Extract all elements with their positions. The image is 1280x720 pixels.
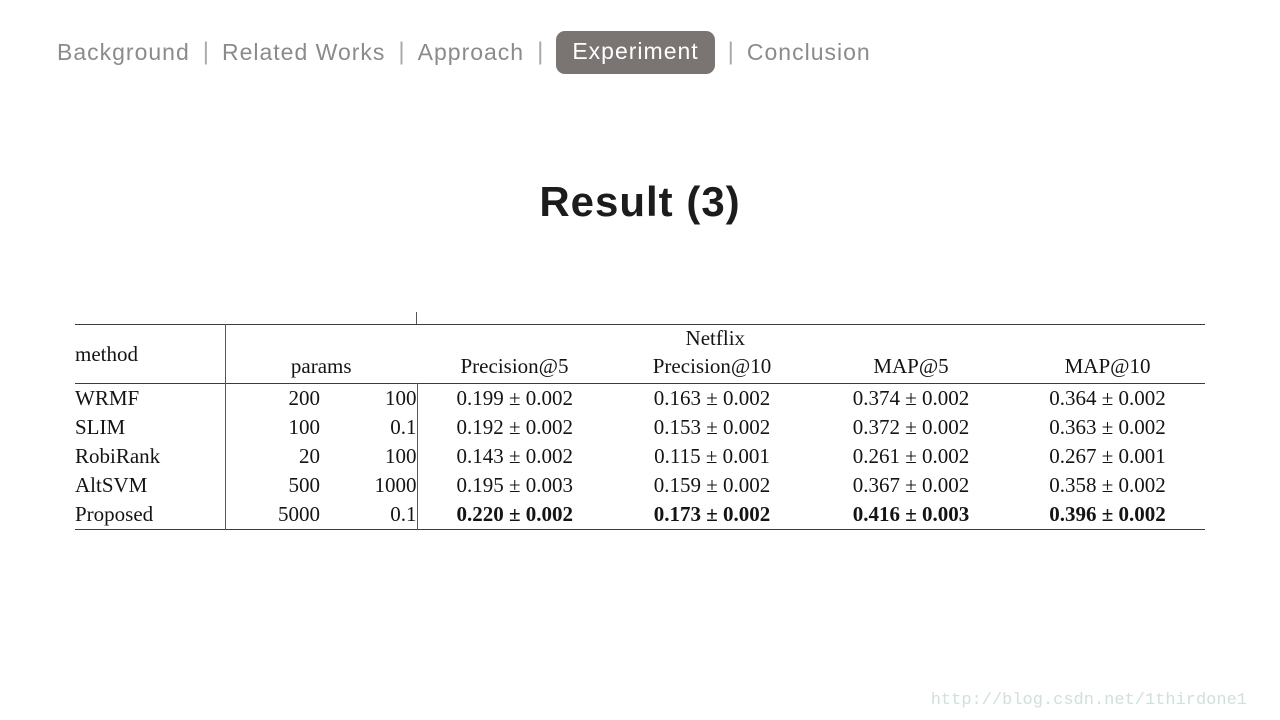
table-row-altsvm: AltSVM 500 1000 0.195 ± 0.003 0.159 ± 0.…: [75, 471, 1205, 500]
method-name: WRMF: [75, 383, 226, 413]
column-header-precision10: Precision@10: [652, 354, 772, 378]
metric-value: 0.173 ± 0.002: [653, 502, 771, 526]
dataset-header-netflix: Netflix: [685, 326, 746, 351]
nav-item-background[interactable]: Background: [57, 38, 190, 65]
nav-separator: |: [202, 37, 209, 66]
nav-item-experiment-active[interactable]: Experiment: [556, 30, 715, 74]
column-header-map5: MAP@5: [873, 354, 949, 378]
method-name: SLIM: [75, 413, 226, 442]
nav-separator: |: [398, 37, 405, 66]
nav-separator: |: [727, 37, 734, 66]
page-title: Result (3): [539, 178, 741, 225]
metric-value: 0.143 ± 0.002: [456, 444, 574, 468]
metric-value: 0.372 ± 0.002: [852, 415, 970, 439]
metric-value: 0.267 ± 0.001: [1049, 444, 1166, 468]
table-group-header-row: method Netflix: [75, 324, 1205, 384]
metric-value: 0.115 ± 0.001: [654, 444, 770, 468]
method-name: RobiRank: [75, 442, 226, 471]
metric-value: 0.192 ± 0.002: [456, 415, 574, 439]
param-value: 0.1: [320, 413, 418, 442]
results-table: method Netflix params Precision@5 Precis…: [75, 324, 1206, 530]
csdn-watermark-url: http://blog.csdn.net/1thirdone1: [930, 691, 1247, 710]
metric-value: 0.220 ± 0.002: [456, 502, 574, 526]
table-row-robirank: RobiRank 20 100 0.143 ± 0.002 0.115 ± 0.…: [75, 442, 1205, 471]
param-value: 20: [299, 444, 320, 468]
nav-item-related-works[interactable]: Related Works: [221, 38, 386, 65]
param-value: 1000: [320, 471, 418, 500]
table-column-header-row: params Precision@5 Precision@10 MAP@5 MA…: [75, 353, 1205, 384]
param-value: 100: [320, 442, 418, 471]
column-header-precision5: Precision@5: [460, 354, 569, 378]
table-row-slim: SLIM 100 0.1 0.192 ± 0.002 0.153 ± 0.002…: [75, 413, 1205, 442]
param-value: 0.1: [320, 500, 418, 530]
param-value: 200: [288, 386, 321, 410]
metric-value: 0.396 ± 0.002: [1049, 502, 1166, 526]
table-top-tick: [416, 312, 417, 324]
param-value: 100: [320, 383, 418, 413]
param-value: 5000: [278, 502, 320, 526]
metric-value: 0.367 ± 0.002: [852, 473, 970, 497]
table-row-proposed: Proposed 5000 0.1 0.220 ± 0.002 0.173 ± …: [75, 500, 1205, 530]
metric-value: 0.153 ± 0.002: [653, 415, 771, 439]
metric-value: 0.364 ± 0.002: [1049, 386, 1166, 410]
method-name: Proposed: [75, 500, 226, 530]
slide-nav: Background | Related Works | Approach | …: [57, 30, 871, 74]
param-value: 100: [288, 415, 321, 439]
param-value: 500: [288, 473, 321, 497]
nav-separator: |: [537, 37, 544, 66]
metric-value: 0.195 ± 0.003: [456, 473, 574, 497]
metric-value: 0.374 ± 0.002: [852, 386, 970, 410]
table-row-wrmf: WRMF 200 100 0.199 ± 0.002 0.163 ± 0.002…: [75, 383, 1205, 413]
column-header-params: params: [290, 354, 352, 378]
metric-value: 0.358 ± 0.002: [1049, 473, 1166, 497]
column-header-map10: MAP@10: [1064, 354, 1151, 378]
results-table-container: method Netflix params Precision@5 Precis…: [75, 312, 1206, 530]
metric-value: 0.159 ± 0.002: [653, 473, 771, 497]
nav-item-approach[interactable]: Approach: [417, 38, 525, 65]
column-header-method: method: [75, 324, 226, 384]
metric-value: 0.416 ± 0.003: [852, 502, 970, 526]
metric-value: 0.363 ± 0.002: [1049, 415, 1166, 439]
metric-value: 0.261 ± 0.002: [852, 444, 970, 468]
nav-item-conclusion[interactable]: Conclusion: [746, 38, 871, 65]
metric-value: 0.163 ± 0.002: [653, 386, 771, 410]
metric-value: 0.199 ± 0.002: [456, 386, 574, 410]
method-name: AltSVM: [75, 471, 226, 500]
